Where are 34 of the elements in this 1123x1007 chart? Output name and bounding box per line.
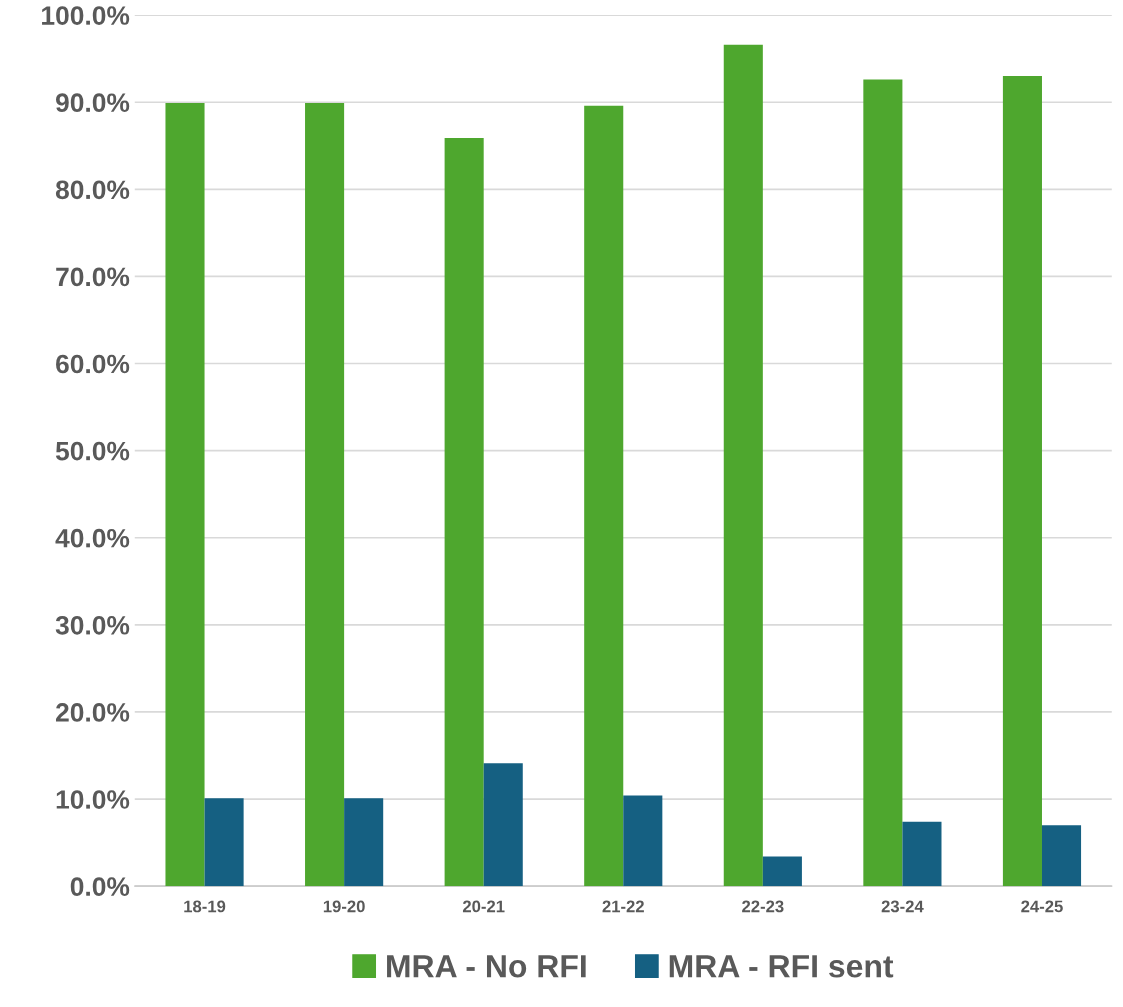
bar <box>483 763 523 887</box>
bar <box>723 44 763 887</box>
y-tick-label: 90.0% <box>55 93 130 113</box>
bar <box>762 856 802 887</box>
x-tick-label: 18-19 <box>184 900 226 913</box>
y-tick-label: 30.0% <box>55 615 130 635</box>
y-tick-label: 0.0% <box>70 877 130 896</box>
y-tick-label: 20.0% <box>55 703 130 722</box>
bar <box>1041 825 1082 887</box>
y-tick-label: 80.0% <box>55 180 130 200</box>
bar <box>584 105 624 887</box>
bar <box>204 798 244 887</box>
x-tick-label: 21-22 <box>602 900 644 913</box>
y-tick-label: 40.0% <box>55 528 130 548</box>
y-tick-label: 10.0% <box>56 790 130 809</box>
y-tick-label: 70.0% <box>56 267 130 287</box>
x-tick-label: 22-23 <box>742 900 784 913</box>
legend-label: MRA - No RFI <box>387 955 586 978</box>
bar <box>863 79 903 887</box>
bar <box>444 137 484 887</box>
x-tick-label: 20-21 <box>462 900 505 913</box>
bar <box>344 798 384 887</box>
x-tick-label: 19-20 <box>323 900 365 913</box>
y-tick-label: 50.0% <box>55 441 130 461</box>
y-tick-label: 100.0% <box>42 6 130 25</box>
bar <box>623 795 663 887</box>
bar <box>165 103 205 887</box>
bar <box>1002 76 1042 887</box>
bar <box>305 103 345 887</box>
bar <box>902 821 942 887</box>
y-tick-label: 60.0% <box>56 354 130 374</box>
legend-label: MRA - RFI sent <box>669 955 894 978</box>
x-tick-label: 23-24 <box>881 900 924 913</box>
x-tick-label: 24-25 <box>1021 900 1063 913</box>
